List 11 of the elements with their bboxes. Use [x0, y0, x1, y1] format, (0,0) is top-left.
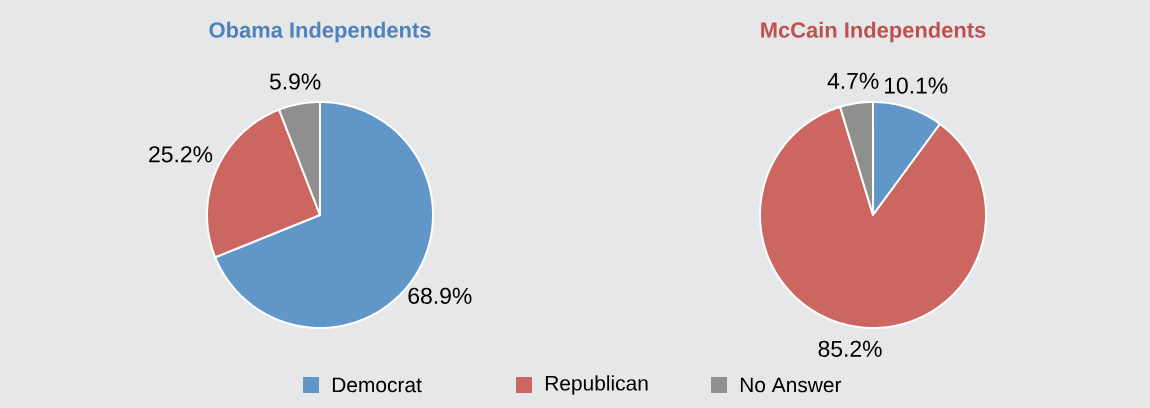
data-label: 10.1%: [884, 77, 948, 94]
legend-label: Democrat: [332, 377, 422, 393]
data-label: 85.2%: [818, 340, 882, 357]
chart-title: Obama Independents: [209, 21, 431, 43]
legend-label: Republican: [545, 375, 648, 395]
data-label: 5.9%: [269, 73, 321, 90]
legend-label: No Answer: [740, 377, 842, 393]
data-label: 68.9%: [408, 287, 472, 304]
data-label: 25.2%: [149, 146, 213, 163]
data-label: 4.7%: [827, 72, 879, 89]
chart-title: McCain Independents: [761, 21, 986, 43]
